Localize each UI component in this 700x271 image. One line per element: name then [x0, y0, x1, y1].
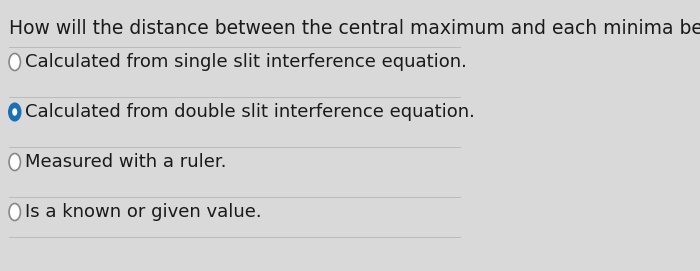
- Circle shape: [9, 204, 20, 221]
- Circle shape: [9, 53, 20, 70]
- Circle shape: [9, 153, 20, 170]
- Text: Measured with a ruler.: Measured with a ruler.: [25, 153, 227, 171]
- Circle shape: [9, 104, 20, 121]
- Text: Is a known or given value.: Is a known or given value.: [25, 203, 262, 221]
- Text: Calculated from double slit interference equation.: Calculated from double slit interference…: [25, 103, 475, 121]
- Text: Calculated from single slit interference equation.: Calculated from single slit interference…: [25, 53, 468, 71]
- Circle shape: [12, 108, 18, 116]
- Text: How will the distance between the central maximum and each minima be found?: How will the distance between the centra…: [8, 19, 700, 38]
